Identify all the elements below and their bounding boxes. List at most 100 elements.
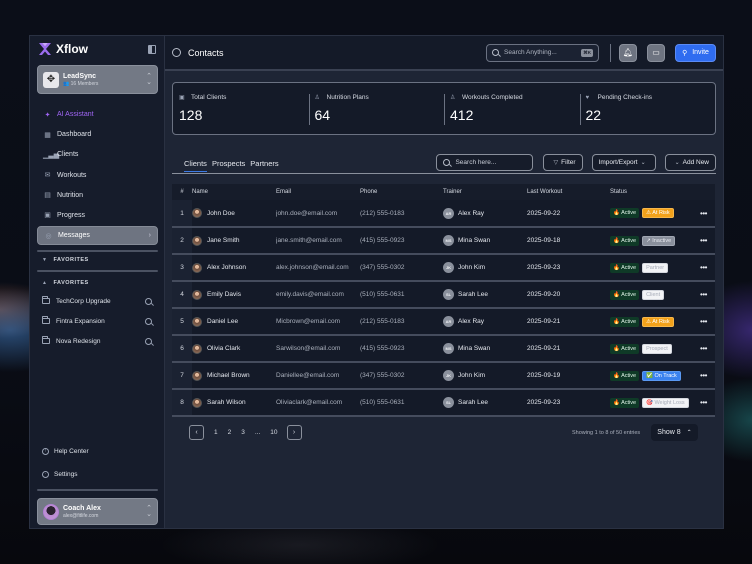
row-actions-button[interactable]: ••• (692, 281, 715, 308)
table-row[interactable]: 2 Jane Smith jane.smith@email.com (415) … (172, 227, 715, 254)
notifications-button[interactable]: 🔔︎ (619, 43, 637, 62)
contacts-table: # Name Email Phone Trainer Last Workout … (172, 184, 715, 417)
prev-page-button[interactable]: ‹ (189, 425, 204, 440)
search-icon[interactable] (145, 297, 152, 305)
trainer-cell: MS Mina Swan (443, 227, 527, 254)
tab-partners[interactable]: Partners (250, 159, 279, 168)
tab-clients[interactable]: Clients (184, 159, 207, 172)
row-number: 6 (172, 335, 192, 362)
divider (37, 270, 158, 273)
favorite-item-nova-redesign[interactable]: Nova Redesign (30, 331, 164, 351)
table-row[interactable]: 4 Emily Davis emily.davis@email.com (510… (172, 281, 715, 308)
search-icon[interactable] (145, 317, 152, 325)
sidebar-item-dashboard[interactable]: ▦ Dashboard (37, 125, 158, 144)
row-actions-button[interactable]: ••• (692, 389, 715, 416)
search-icon[interactable] (145, 337, 152, 345)
global-search-input[interactable]: Search Anything... ⌘K (486, 43, 599, 62)
stat-nutrition-plans: ♙ Nutrition Plans 64 (308, 83, 445, 134)
sidebar-item-label: Clients (57, 151, 79, 159)
row-actions-button[interactable]: ••• (692, 254, 715, 281)
table-search-input[interactable]: Search here... (436, 153, 534, 171)
email-cell: john.doe@email.com (276, 209, 338, 217)
table-row[interactable]: 5 Daniel Lee Micbrown@email.com (212) 55… (172, 308, 715, 335)
row-actions-button[interactable]: ••• (692, 335, 715, 362)
add-new-button[interactable]: ⌄ Add New (664, 153, 716, 171)
row-actions-button[interactable]: ••• (692, 227, 715, 254)
sidebar-item-ai-assistant[interactable]: ✦ AI Assistant (37, 105, 158, 124)
name-cell: Daniel Lee (192, 308, 276, 335)
column-header-name[interactable]: Name (192, 189, 209, 195)
client-name[interactable]: Emily Davis (207, 291, 241, 298)
tag-badge: ⚠ At Risk (642, 208, 674, 218)
caret-down-icon: ▼ (42, 257, 48, 264)
next-page-button[interactable]: › (286, 425, 302, 440)
column-header-status[interactable]: Status (610, 189, 628, 195)
sidebar-item-clients[interactable]: ▁▃▅ Clients (37, 145, 158, 164)
help-center-link[interactable]: ! Help Center (30, 440, 164, 463)
column-header-number: # (180, 189, 184, 195)
phone-cell: (212) 555-0183 (360, 209, 405, 217)
status-badge: 🔥 Active (610, 316, 640, 327)
mail-icon: ✉ (44, 172, 51, 180)
chevron-down-icon: ⌄ (674, 159, 680, 166)
top-bar: Contacts Search Anything... ⌘K 🔔︎ ▭ ⚲ In… (165, 36, 723, 71)
favorites-header[interactable]: ▲ FAVORITES (42, 280, 89, 287)
client-name[interactable]: Sarah Wilson (207, 399, 246, 406)
import-export-dropdown[interactable]: Import/Export ⌄ (591, 153, 656, 171)
divider (610, 43, 611, 62)
user-profile-card[interactable]: Coach Alex alex@fitlife.com ⌃ ⌄ (37, 498, 158, 525)
brand: Xflow (30, 37, 164, 61)
messages-button[interactable]: ▭ (647, 43, 665, 62)
settings-link[interactable]: · Settings (30, 463, 164, 486)
workspace-switcher[interactable]: ✥ LeadSync 👥 16 Members ⌃ ⌄ (37, 65, 158, 94)
client-name[interactable]: Daniel Lee (207, 318, 239, 325)
trainer-cell: SL Sarah Lee (443, 389, 527, 416)
sidebar-item-progress[interactable]: ▣ Progress (37, 206, 158, 225)
row-actions-button[interactable]: ••• (692, 200, 715, 227)
favorite-item-fintra-expansion[interactable]: Fintra Expansion (30, 311, 164, 331)
folder-icon (42, 336, 50, 345)
row-actions-button[interactable]: ••• (692, 308, 715, 335)
sidebar-item-nutrition[interactable]: ▤ Nutrition (37, 186, 158, 205)
table-row[interactable]: 1 John Doe john.doe@email.com (212) 555-… (172, 200, 715, 227)
table-row[interactable]: 7 Michael Brown Daniellee@email.com (347… (172, 362, 715, 389)
avatar (192, 397, 202, 408)
favorite-item-techcorp-upgrade[interactable]: TechCorp Upgrade (30, 291, 164, 311)
invite-button[interactable]: ⚲ Invite (675, 43, 716, 62)
table-row[interactable]: 6 Olivia Clark Sarwilson@email.com (415)… (172, 335, 715, 362)
client-name[interactable]: Alex Johnson (207, 264, 247, 271)
sidebar-toggle-icon[interactable] (148, 44, 156, 54)
shortcut-badge: ⌘K (581, 48, 593, 57)
sidebar-item-workouts[interactable]: ✉ Workouts (37, 166, 158, 185)
stat-workouts-completed: ♙ Workouts Completed 412 (444, 83, 580, 134)
page-2[interactable]: 2 (227, 429, 232, 436)
trainer-avatar: JK (443, 262, 454, 273)
favorites-collapsed-header[interactable]: ▼ FAVORITES (42, 257, 89, 264)
main-content: Contacts Search Anything... ⌘K 🔔︎ ▭ ⚲ In… (165, 36, 723, 528)
page-1[interactable]: 1 (214, 429, 218, 436)
client-name[interactable]: Jane Smith (207, 237, 240, 244)
page-size-select[interactable]: Show 8 ⌃ (651, 424, 698, 441)
table-row[interactable]: 3 Alex Johnson alex.johnson@email.com (3… (172, 254, 715, 281)
calendar-icon: ▤ (44, 192, 51, 200)
column-header-email[interactable]: Email (276, 189, 292, 195)
more-horizontal-icon: ••• (700, 263, 707, 272)
page-3[interactable]: 3 (241, 429, 245, 436)
email-cell: alex.johnson@email.com (276, 264, 349, 271)
client-name[interactable]: Michael Brown (207, 372, 250, 379)
row-number: 8 (172, 389, 192, 416)
row-actions-button[interactable]: ••• (692, 362, 715, 389)
column-header-last-workout[interactable]: Last Workout (527, 189, 563, 195)
table-row[interactable]: 8 Sarah Wilson Oliviaclark@email.com (51… (172, 389, 715, 416)
client-name[interactable]: John Doe (207, 209, 235, 217)
page-10[interactable]: 10 (270, 429, 278, 436)
column-header-trainer[interactable]: Trainer (443, 189, 462, 195)
tab-prospects[interactable]: Prospects (211, 159, 246, 168)
client-name[interactable]: Olivia Clark (207, 345, 241, 352)
column-header-phone[interactable]: Phone (360, 189, 378, 195)
entries-info: Showing 1 to 8 of 50 entries (572, 430, 641, 436)
row-number: 2 (172, 227, 192, 254)
filter-button[interactable]: ▽ Filter (543, 153, 583, 171)
sidebar-item-messages[interactable]: ◎ Messages › (37, 226, 158, 246)
stat-value: 64 (314, 107, 331, 123)
